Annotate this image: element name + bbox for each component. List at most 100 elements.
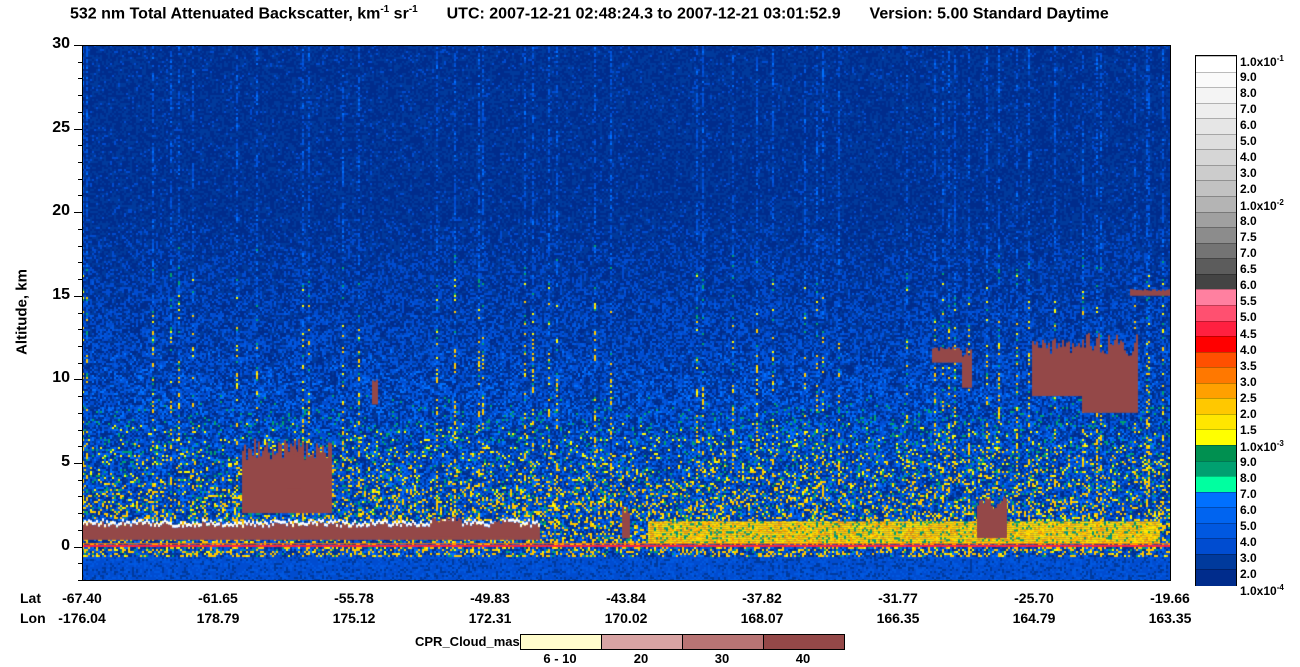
colorbar-cell: [1196, 398, 1236, 415]
y-minor-tick: [78, 345, 82, 347]
colorbar-label: 8.0: [1240, 470, 1257, 485]
colorbar-label: 2.0: [1240, 406, 1257, 421]
colorbar-cell: [1196, 227, 1236, 244]
colorbar-cell: [1196, 460, 1236, 478]
colorbar-label: 2.0: [1240, 566, 1257, 581]
y-minor-tick: [78, 429, 82, 431]
x-tick-lat: -61.65: [198, 590, 238, 606]
colorbar-cell: [1196, 476, 1236, 493]
colorbar-cell: [1196, 149, 1236, 166]
x-tick-lat: -67.40: [62, 590, 102, 606]
y-tick-mark: [74, 379, 82, 381]
colorbar-label: 6.5: [1240, 262, 1257, 277]
colorbar-label: 3.0: [1240, 166, 1257, 181]
y-minor-tick: [78, 95, 82, 97]
colorbar-label: 5.0: [1240, 310, 1257, 325]
colorbar-cell: [1196, 429, 1236, 446]
y-minor-tick: [78, 362, 82, 364]
colorbar-label: 8.0: [1240, 86, 1257, 101]
y-tick-label: 0: [61, 536, 70, 554]
y-axis-label: Altitude, km: [13, 269, 31, 355]
x-tick-lon: 166.35: [876, 610, 920, 626]
colorbar-cell: [1196, 351, 1236, 369]
colorbar-label: 4.0: [1240, 150, 1257, 165]
colorbar-label: 5.5: [1240, 294, 1257, 309]
colorbar-cell: [1196, 133, 1236, 151]
colorbar-label: 1.0x10-3: [1240, 438, 1284, 454]
y-minor-tick: [78, 178, 82, 180]
y-minor-tick: [78, 195, 82, 197]
cloud-mask-swatch: [520, 634, 602, 650]
colorbar-label: 6.0: [1240, 278, 1257, 293]
y-tick-mark: [74, 45, 82, 46]
colorbar-label: 8.0: [1240, 214, 1257, 229]
x-tick-lat: -19.66: [1150, 590, 1190, 606]
colorbar-label: 7.0: [1240, 102, 1257, 117]
colorbar-label: 4.0: [1240, 534, 1257, 549]
y-tick-mark: [74, 546, 82, 548]
y-tick-mark: [74, 462, 82, 464]
colorbar-label: 2.0: [1240, 182, 1257, 197]
colorbar-label: 1.0x10-4: [1240, 583, 1284, 598]
colorbar-cell: [1196, 196, 1236, 213]
colorbar-cell: [1196, 413, 1236, 431]
colorbar-label: 1.5: [1240, 422, 1257, 437]
x-tick-lat: -31.77: [878, 590, 918, 606]
x-tick-lon: 168.07: [740, 610, 784, 626]
y-minor-tick: [78, 479, 82, 481]
y-minor-tick: [78, 145, 82, 147]
y-tick-label: 25: [52, 118, 70, 136]
colorbar-label: 4.5: [1240, 326, 1257, 341]
x-tick-lat: -37.82: [742, 590, 782, 606]
colorbar-label: 3.0: [1240, 374, 1257, 389]
y-minor-tick: [78, 228, 82, 230]
colorbar-cell: [1196, 273, 1236, 291]
colorbar-cell: [1196, 56, 1236, 73]
y-tick-mark: [74, 128, 82, 130]
y-minor-tick: [78, 396, 82, 398]
cloud-mask-swatch: [763, 634, 845, 650]
y-minor-tick: [78, 162, 82, 164]
colorbar-label: 7.0: [1240, 486, 1257, 501]
colorbar-label: 3.5: [1240, 358, 1257, 373]
y-minor-tick: [78, 262, 82, 264]
y-tick-label: 10: [52, 369, 70, 387]
backscatter-curtain-plot: [82, 45, 1170, 580]
cloud-mask-label: 6 - 10: [543, 651, 577, 666]
colorbar-label: 6.0: [1240, 118, 1257, 133]
y-minor-tick: [78, 245, 82, 247]
cloud-mask-label: 30: [714, 651, 730, 666]
colorbar-label: 2.5: [1240, 390, 1257, 405]
cloud-mask-label: 40: [795, 651, 811, 666]
y-minor-tick: [78, 496, 82, 498]
colorbar-label: 5.0: [1240, 518, 1257, 533]
y-minor-tick: [78, 279, 82, 281]
colorbar-cell: [1196, 320, 1236, 338]
x-tick-lat: -43.84: [606, 590, 646, 606]
y-minor-tick: [78, 580, 82, 581]
x-tick-lon: 172.31: [468, 610, 512, 626]
x-tick-lon: 170.02: [604, 610, 648, 626]
y-minor-tick: [78, 329, 82, 331]
y-minor-tick: [78, 529, 82, 531]
colorbar-label: 7.5: [1240, 230, 1257, 245]
colorbar-cell: [1196, 507, 1236, 524]
utc-range: UTC: 2007-12-21 02:48:24.3 to 2007-12-21…: [446, 5, 841, 23]
colorbar-label: 7.0: [1240, 246, 1257, 261]
x-tick-lon: -176.04: [58, 610, 106, 626]
y-minor-tick: [78, 61, 82, 63]
cloud-mask-swatch: [682, 634, 764, 650]
colorbar-cell: [1196, 180, 1236, 198]
colorbar-cell: [1196, 444, 1236, 462]
x-tick-lat: -25.70: [1014, 590, 1054, 606]
y-minor-tick: [78, 563, 82, 565]
colorbar: [1195, 55, 1237, 586]
x-tick-lon: 178.79: [196, 610, 240, 626]
colorbar-cell: [1196, 382, 1236, 400]
colorbar-cell: [1196, 289, 1236, 306]
colorbar-cell: [1196, 304, 1236, 322]
y-minor-tick: [78, 312, 82, 314]
y-tick-mark: [74, 295, 82, 297]
y-tick-label: 15: [52, 285, 70, 303]
x-tick-lon: 175.12: [332, 610, 376, 626]
